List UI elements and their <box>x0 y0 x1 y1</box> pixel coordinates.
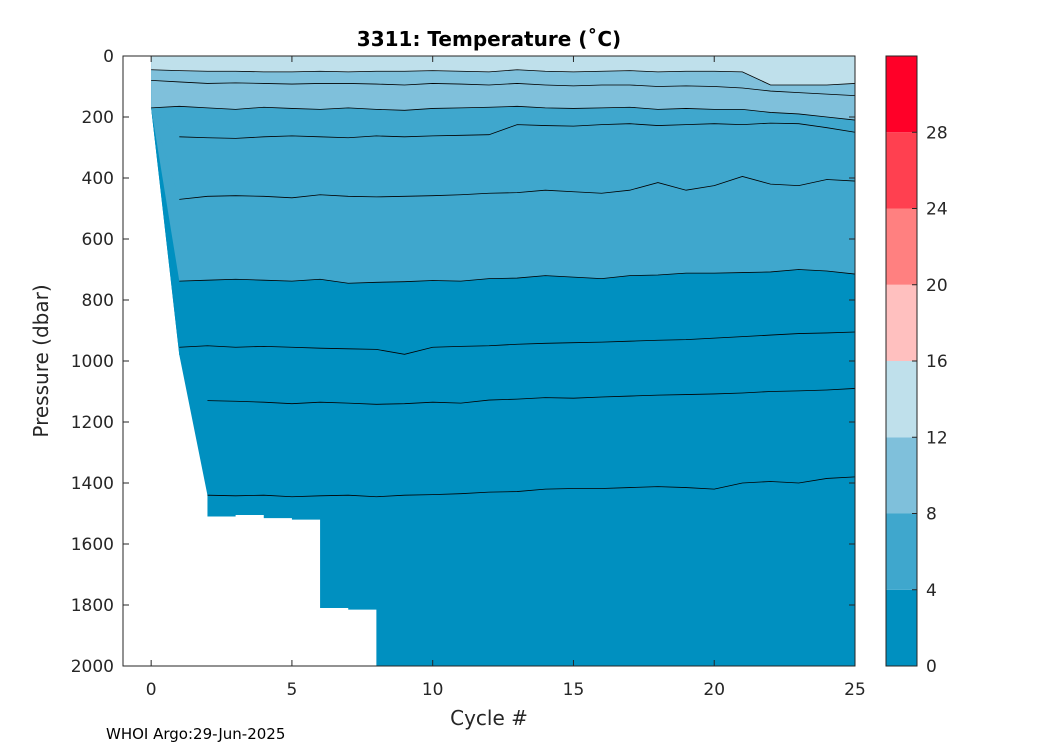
colorbar-segment <box>886 208 917 285</box>
colorbar-tick-label: 4 <box>926 581 937 601</box>
x-tick-label: 20 <box>703 680 725 700</box>
colorbar-tick-label: 16 <box>926 352 948 372</box>
y-tick-label: 1400 <box>71 474 114 494</box>
colorbar-segment <box>886 513 917 590</box>
colorbar-tick-label: 8 <box>926 505 937 525</box>
isotherm-3 <box>179 331 856 355</box>
y-tick-label: 200 <box>82 108 114 128</box>
y-axis: 0 200 400 600 800 1000 1200 1400 1600 1800 2000 <box>71 47 855 677</box>
x-tick-label: 15 <box>563 680 585 700</box>
y-tick-label: 400 <box>82 169 114 189</box>
chart-title: 3311: Temperature (˚C) <box>357 27 621 51</box>
x-tick-label: 0 <box>146 680 157 700</box>
colorbar-tick-label: 0 <box>926 657 937 677</box>
colorbar-segment <box>886 361 917 438</box>
colorbar-tick-label: 28 <box>926 123 948 143</box>
isotherm-10 <box>151 80 856 97</box>
y-tick-label: 1800 <box>71 596 114 616</box>
x-tick-label: 5 <box>287 680 298 700</box>
x-tick-label: 25 <box>844 680 866 700</box>
colorbar-tick-label: 24 <box>926 200 948 220</box>
colorbar-segment <box>886 132 917 209</box>
isotherm-6 <box>179 122 856 139</box>
isotherm-12 <box>151 69 856 86</box>
colorbar-segment <box>886 284 917 361</box>
colorbar: 0 4 8 12 16 20 24 28 <box>885 55 948 677</box>
y-tick-label: 1000 <box>71 352 114 372</box>
isotherm-8 <box>151 105 856 121</box>
plot-layer <box>151 56 856 666</box>
isotherm-4 <box>179 269 856 284</box>
y-tick-label: 800 <box>82 291 114 311</box>
colorbar-segment <box>886 589 917 666</box>
y-axis-label: Pressure (dbar) <box>29 284 53 437</box>
x-tick-label: 10 <box>422 680 444 700</box>
colorbar-tick-label: 12 <box>926 428 948 448</box>
colorbar-tick-label: 20 <box>926 276 948 296</box>
y-tick-label: 2000 <box>71 657 114 677</box>
x-axis: 0 5 10 15 20 25 <box>146 56 866 700</box>
footer-credit: WHOI Argo:29-Jun-2025 <box>106 725 286 743</box>
colorbar-segment <box>886 437 917 514</box>
isotherm-2 <box>207 388 856 405</box>
y-tick-label: 1200 <box>71 413 114 433</box>
isotherm-5 <box>179 176 856 200</box>
y-tick-label: 600 <box>82 230 114 250</box>
isotherm-1-5 <box>207 476 856 498</box>
y-tick-label: 1600 <box>71 535 114 555</box>
colorbar-segment <box>886 56 917 133</box>
x-axis-label: Cycle # <box>450 706 528 730</box>
y-tick-label: 0 <box>103 47 114 67</box>
